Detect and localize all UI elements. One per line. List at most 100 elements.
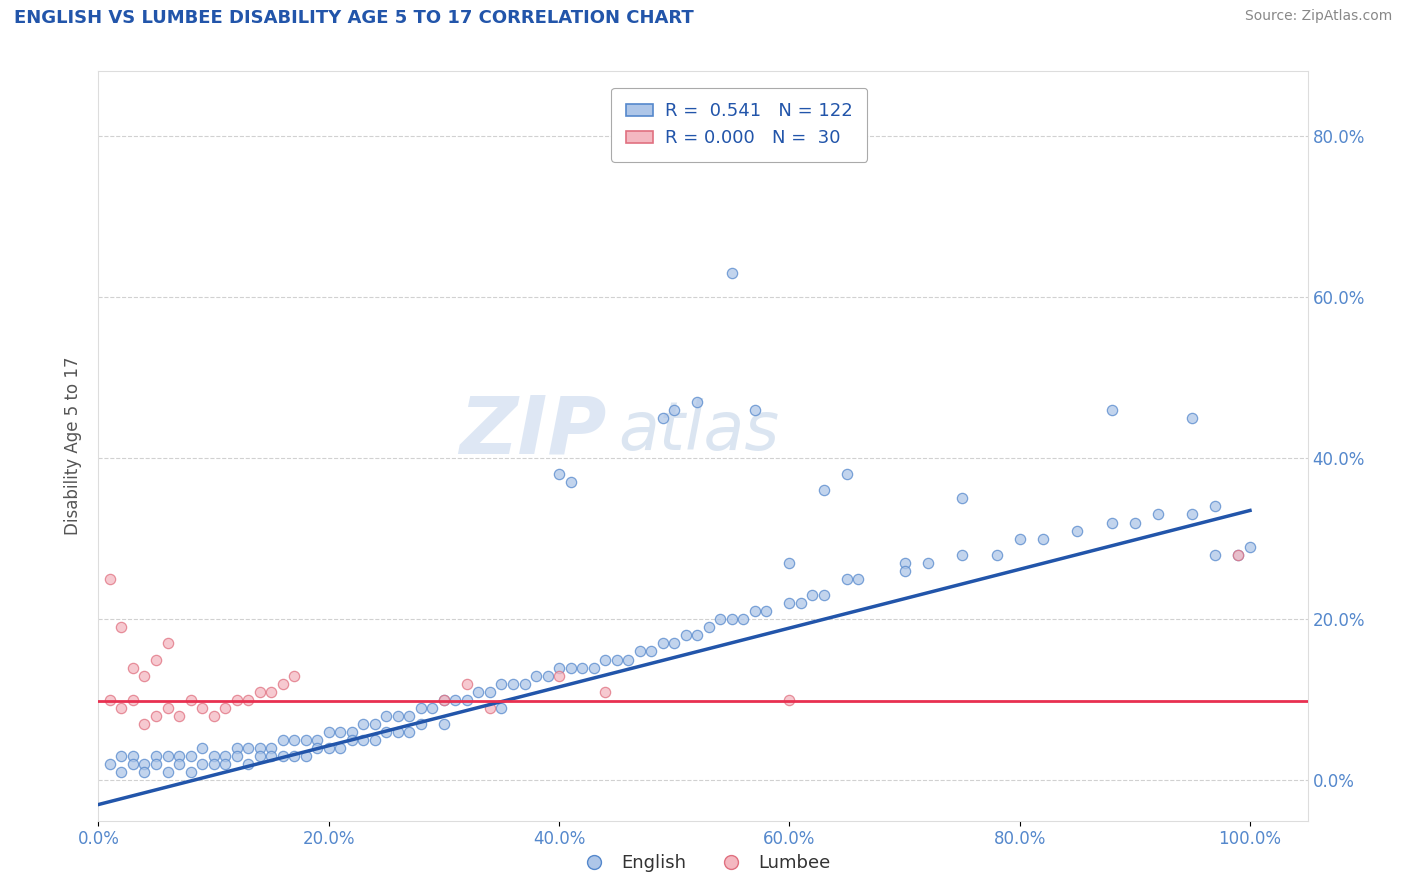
Point (848, 572, 870, 586)
Point (364, 717, 387, 731)
Point (640, 644, 662, 658)
Point (318, 741, 340, 756)
Point (778, 693, 800, 707)
Point (478, 701, 501, 715)
Point (375, 725, 398, 739)
Point (98, 757, 121, 772)
Point (260, 684, 283, 698)
Point (675, 628, 697, 642)
Point (352, 717, 374, 731)
Point (283, 733, 305, 747)
Point (697, 620, 720, 634)
Y-axis label: Disability Age 5 to 17: Disability Age 5 to 17 (65, 357, 83, 535)
Point (893, 564, 915, 578)
Point (651, 636, 673, 650)
Text: ENGLISH VS LUMBEE DISABILITY AGE 5 TO 17 CORRELATION CHART: ENGLISH VS LUMBEE DISABILITY AGE 5 TO 17… (14, 9, 693, 27)
Point (122, 749, 145, 764)
Point (145, 749, 167, 764)
Point (134, 765, 156, 780)
Point (917, 556, 939, 570)
Point (1227, 548, 1250, 562)
Point (1101, 516, 1123, 530)
Point (318, 725, 340, 739)
Point (294, 749, 316, 764)
Point (1032, 532, 1054, 546)
Point (110, 765, 132, 780)
Point (236, 741, 259, 756)
Text: ZIP: ZIP (458, 392, 606, 470)
Point (1239, 540, 1261, 554)
Point (98, 693, 121, 707)
Point (271, 676, 294, 690)
Point (352, 733, 374, 747)
Point (409, 701, 432, 715)
Point (167, 749, 190, 764)
Point (122, 693, 145, 707)
Point (236, 757, 259, 772)
Point (1181, 508, 1204, 522)
Point (571, 660, 593, 674)
Point (422, 701, 444, 715)
Point (180, 693, 202, 707)
Point (1123, 516, 1146, 530)
Point (744, 604, 766, 618)
Point (110, 701, 132, 715)
Point (1181, 410, 1204, 425)
Point (593, 652, 616, 666)
Point (536, 668, 558, 682)
Point (294, 733, 316, 747)
Point (491, 676, 513, 690)
Point (617, 652, 640, 666)
Point (593, 684, 616, 698)
Point (651, 410, 673, 425)
Point (790, 596, 813, 610)
Point (778, 596, 800, 610)
Point (950, 491, 973, 506)
Point (513, 676, 536, 690)
Point (444, 693, 467, 707)
Point (628, 644, 651, 658)
Point (398, 709, 420, 723)
Legend: English, Lumbee: English, Lumbee (568, 847, 838, 879)
Point (606, 652, 628, 666)
Point (835, 572, 858, 586)
Point (755, 604, 778, 618)
Point (122, 660, 145, 674)
Point (524, 668, 547, 682)
Point (582, 660, 605, 674)
Point (950, 548, 973, 562)
Text: Source: ZipAtlas.com: Source: ZipAtlas.com (1244, 9, 1392, 23)
Point (134, 668, 156, 682)
Point (560, 475, 582, 490)
Point (329, 725, 352, 739)
Point (283, 749, 305, 764)
Point (271, 733, 294, 747)
Point (686, 394, 709, 409)
Point (778, 556, 800, 570)
Point (1101, 402, 1123, 417)
Text: atlas: atlas (619, 398, 779, 464)
Point (893, 556, 915, 570)
Point (156, 636, 179, 650)
Point (191, 701, 214, 715)
Point (145, 709, 167, 723)
Point (191, 741, 214, 756)
Point (1147, 508, 1170, 522)
Point (249, 741, 271, 756)
Point (813, 483, 835, 498)
Point (156, 701, 179, 715)
Point (340, 733, 363, 747)
Point (156, 765, 179, 780)
Point (110, 749, 132, 764)
Point (98, 572, 121, 586)
Point (122, 757, 145, 772)
Point (409, 717, 432, 731)
Point (225, 693, 247, 707)
Point (202, 757, 225, 772)
Point (686, 628, 709, 642)
Point (720, 612, 742, 626)
Point (456, 676, 478, 690)
Point (664, 636, 686, 650)
Point (433, 693, 456, 707)
Point (433, 693, 456, 707)
